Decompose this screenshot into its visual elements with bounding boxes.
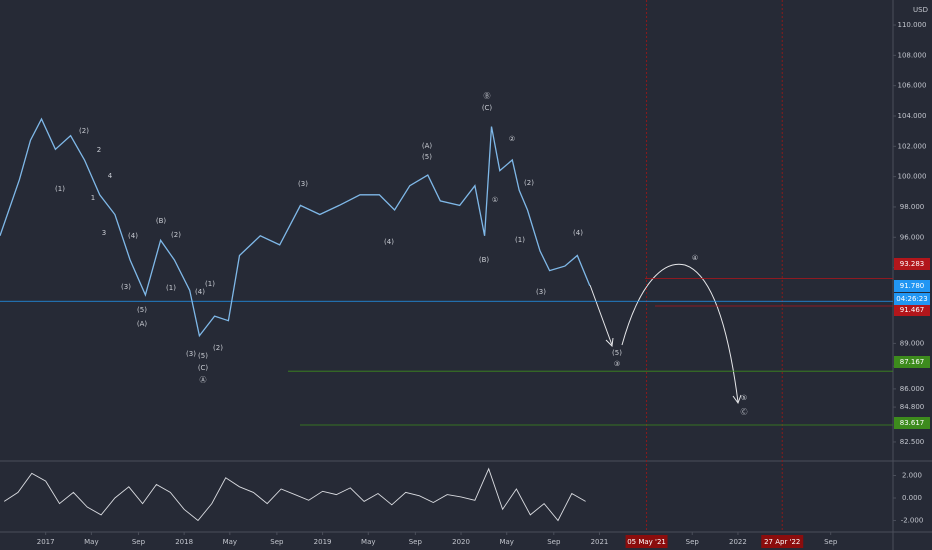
y-tick-label: 100.000 [898,173,927,181]
y-tick-label: 98.000 [900,203,925,211]
projection [589,263,742,405]
wave-label: ③ [614,360,620,368]
wave-label: Ⓒ [741,408,748,416]
projection-path [589,284,613,346]
wave-label: 2 [97,146,101,154]
level-box [894,258,930,270]
y-tick-label: 96.000 [900,233,925,241]
y-tick-label: 2.000 [902,472,922,480]
y-tick-label: 104.000 [898,112,927,120]
y-tick-label: 0.000 [902,494,922,502]
wave-label: ② [509,135,515,143]
wave-label: (1) [166,284,176,292]
wave-label: (3) [536,288,546,296]
wave-label: (1) [205,280,215,288]
wave-label: (B) [479,256,490,264]
y-tick-label: 110.000 [898,21,927,29]
wave-label: (C) [198,364,209,372]
wave-label: 3 [102,229,106,237]
date-marker-label: 27 Apr '22 [764,538,800,546]
level-label: 83.617 [900,419,925,427]
y-tick-label: 102.000 [898,142,927,150]
wave-label: (3) [186,350,196,358]
x-tick-label: 2020 [452,538,470,546]
wave-label: (3) [298,180,308,188]
level-label: 91.780 [900,282,925,290]
countdown-box [894,293,930,305]
wave-label: ⑤ [741,394,747,402]
wave-label: (B) [156,217,167,225]
wave-label: (3) [121,283,131,291]
wave-label: (2) [79,127,89,135]
arrow-head [605,337,614,348]
x-tick-label: May [223,538,237,546]
y-tick-label: 89.000 [900,339,925,347]
x-tick-label: Sep [824,538,838,546]
y-tick-label: 82.500 [900,438,925,446]
wave-label: (A) [422,142,433,150]
x-tick-label: May [499,538,513,546]
level-box [894,417,930,429]
wave-label: (5) [198,352,208,360]
level-label: 91.467 [900,306,925,314]
date-marker-label: 05 May '21 [627,538,666,546]
y-tick-label: 108.000 [898,51,927,59]
wave-label: Ⓐ [200,376,207,384]
wave-label: Ⓑ [484,92,491,100]
wave-label: (5) [612,349,622,357]
x-tick-label: Sep [547,538,561,546]
y-tick-label: -2.000 [901,517,924,525]
x-tick-label: 2019 [314,538,332,546]
wave-label: (4) [195,288,205,296]
arrow-head [732,394,742,405]
wave-label: 1 [91,194,95,202]
wave-label: (4) [573,229,583,237]
x-tick-label: 2018 [175,538,193,546]
level-box [894,304,930,316]
wave-label: (1) [515,236,525,244]
wave-label: (4) [128,232,138,240]
wave-label: (2) [524,179,534,187]
date-marker-box [625,535,668,548]
projection-path [621,263,739,403]
wave-label: (4) [384,238,394,246]
x-tick-label: 2022 [729,538,747,546]
wave-label: (1) [55,185,65,193]
x-tick-label: Sep [409,538,423,546]
wave-label: ④ [692,254,698,262]
x-tick-label: May [361,538,375,546]
wave-label: (A) [137,320,148,328]
wave-label: 4 [108,172,113,180]
level-label: 87.167 [900,358,925,366]
wave-label: (5) [422,153,432,161]
y-tick-label: 84.800 [900,403,925,411]
wave-label: (2) [213,344,223,352]
wave-label: (5) [137,306,147,314]
wave-label: (C) [482,104,493,112]
x-tick-label: Sep [686,538,700,546]
x-tick-label: 2017 [37,538,55,546]
date-marker-box [761,535,804,548]
x-tick-label: Sep [270,538,284,546]
level-label: 93.283 [900,260,925,268]
x-tick-label: 2021 [591,538,609,546]
y-tick-label: 86.000 [900,385,925,393]
wave-label: (2) [171,231,181,239]
x-tick-label: May [84,538,98,546]
level-box [894,280,930,292]
currency: USD [913,6,928,14]
level-box [894,356,930,368]
y-tick-label: 106.000 [898,82,927,90]
wave-label: ① [492,196,498,204]
countdown: 04:26:23 [896,295,927,303]
series-line [0,117,591,338]
x-tick-label: Sep [132,538,146,546]
series-line [3,467,586,522]
